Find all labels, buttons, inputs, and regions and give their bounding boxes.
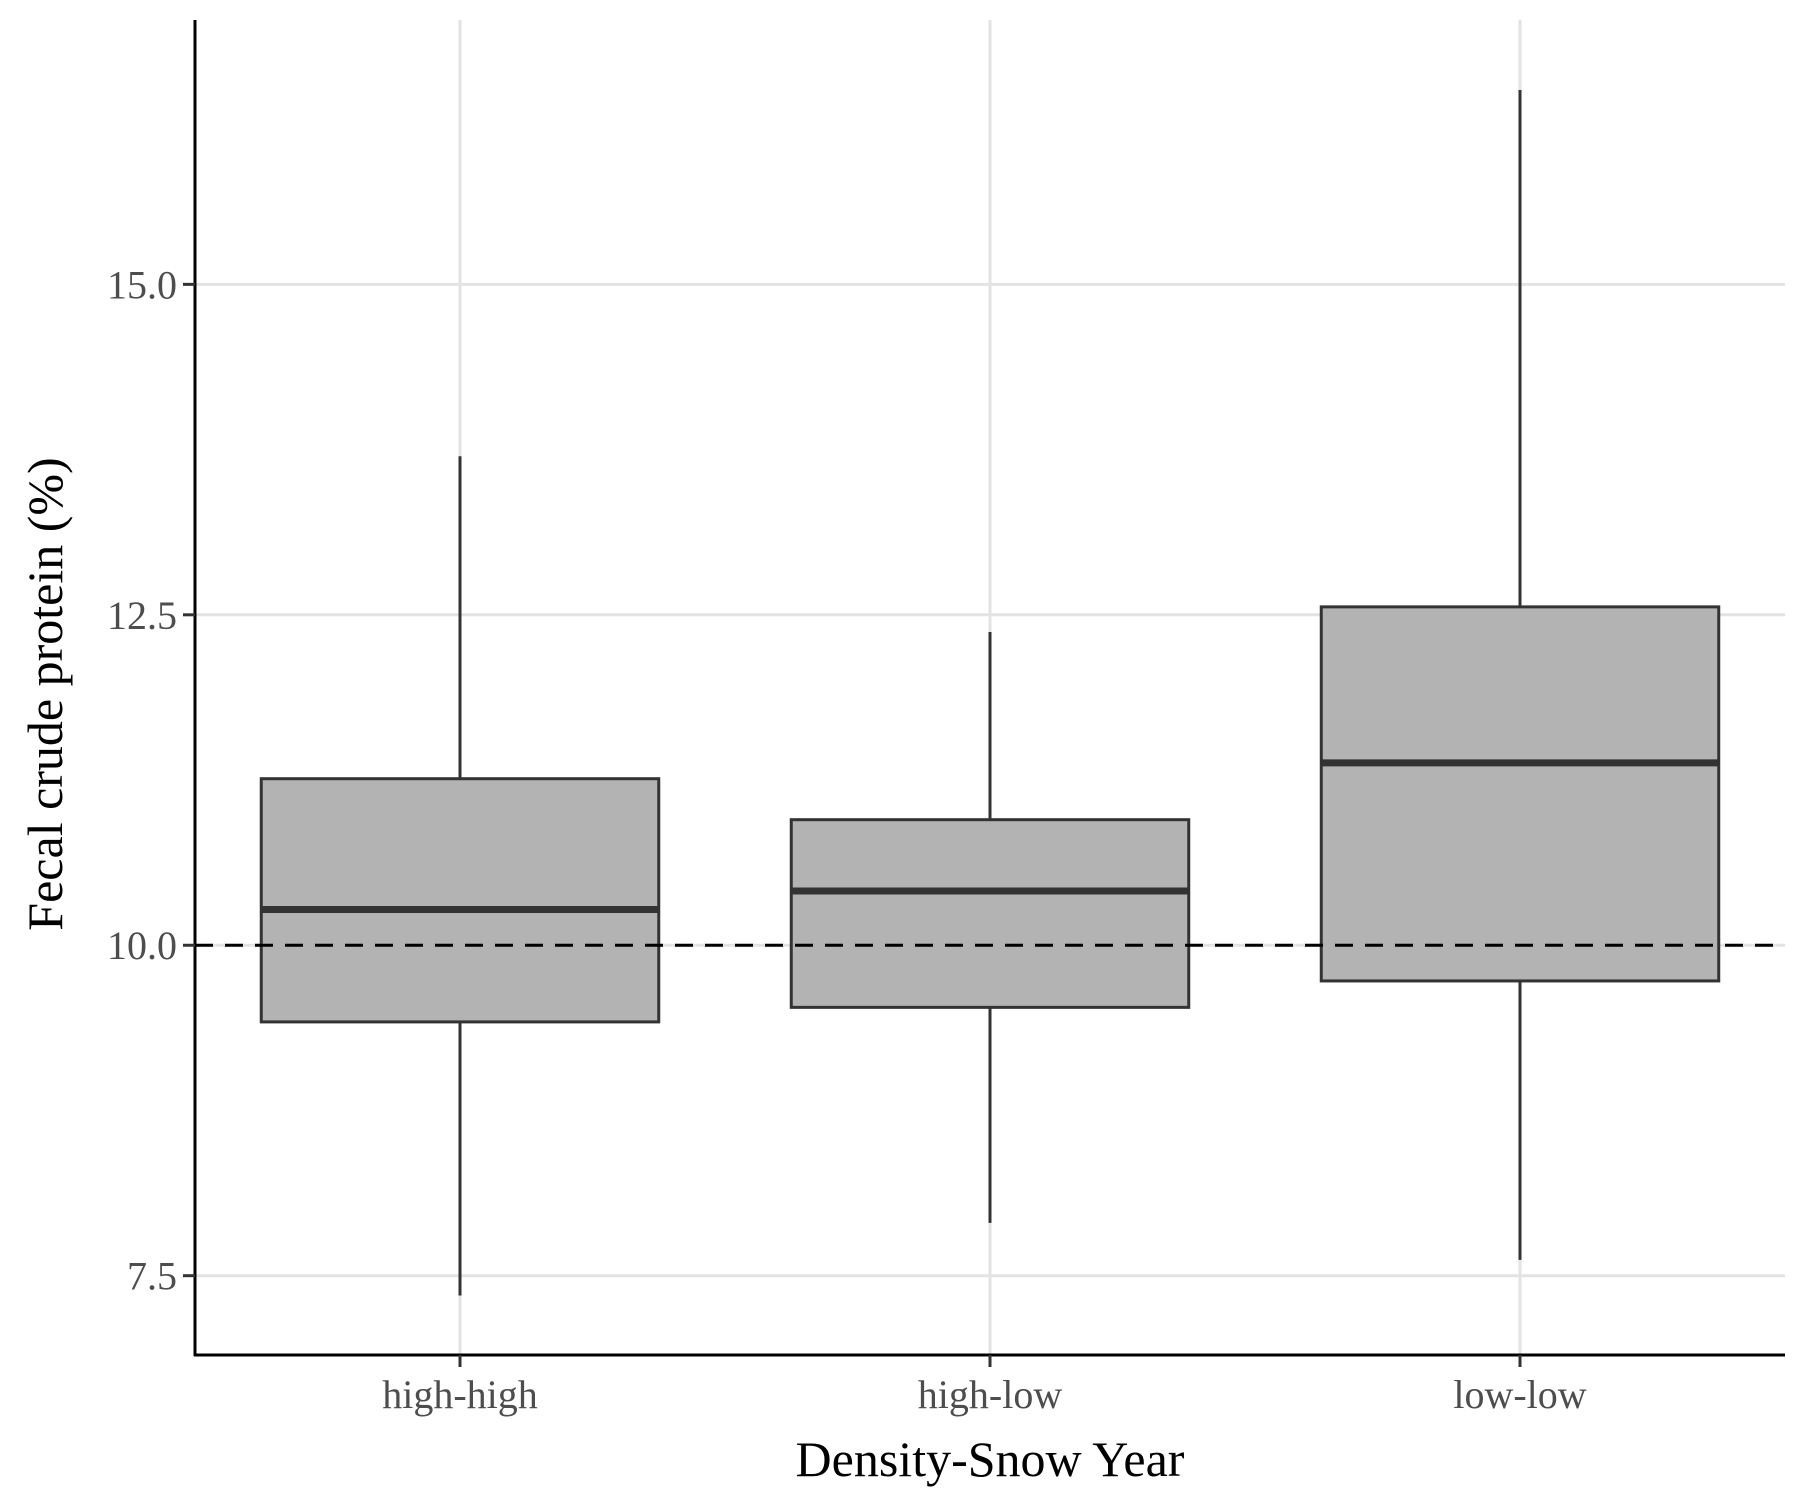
x-axis-title: Density-Snow Year — [796, 1431, 1185, 1487]
box-iqr-high-high — [259, 777, 661, 1024]
box-high-high — [259, 456, 661, 1296]
x-tick-label-high-high: high-high — [382, 1372, 538, 1417]
y-axis-title: Fecal crude protein (%) — [17, 457, 73, 930]
box-iqr-high-low — [789, 818, 1191, 1009]
x-tick-label-low-low: low-low — [1453, 1372, 1586, 1417]
boxes-layer — [259, 90, 1721, 1296]
x-tick-label-high-low: high-low — [918, 1372, 1063, 1417]
box-iqr-low-low — [1319, 605, 1721, 983]
box-high-low — [789, 631, 1191, 1223]
y-tick-label-3: 15.0 — [107, 262, 177, 307]
axes-layer — [183, 20, 1785, 1367]
tick-labels-layer: 7.5 10.0 12.5 15.0 high-high high-low low-low — [107, 262, 1587, 1417]
box-low-low — [1319, 90, 1721, 1260]
y-tick-label-2: 12.5 — [107, 593, 177, 638]
y-tick-label-0: 7.5 — [127, 1254, 177, 1299]
y-tick-label-1: 10.0 — [107, 923, 177, 968]
